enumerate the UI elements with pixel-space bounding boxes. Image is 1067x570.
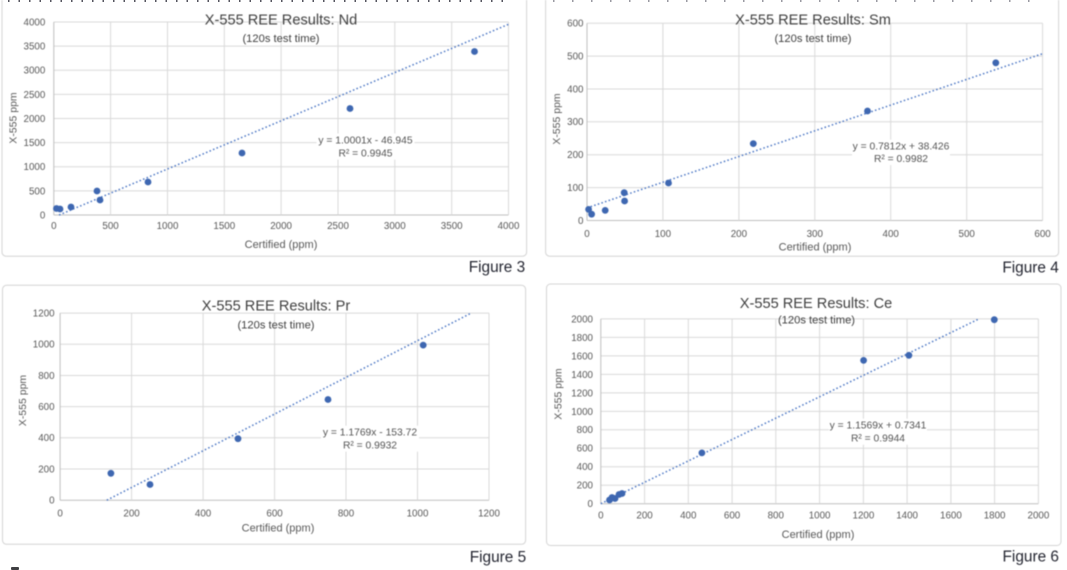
svg-text:500: 500: [102, 221, 119, 232]
svg-text:600: 600: [1034, 229, 1051, 240]
svg-text:800: 800: [338, 509, 355, 520]
svg-text:400: 400: [567, 84, 584, 95]
svg-text:y = 1.0001x - 46.945: y = 1.0001x - 46.945: [318, 135, 412, 146]
svg-text:500: 500: [959, 229, 976, 240]
svg-text:1000: 1000: [33, 340, 55, 351]
svg-text:2500: 2500: [327, 221, 349, 232]
svg-text:X-555 REE Results: Sm: X-555 REE Results: Sm: [735, 13, 891, 29]
svg-text:300: 300: [807, 229, 824, 240]
svg-text:0: 0: [57, 509, 63, 520]
svg-text:Figure 6: Figure 6: [1003, 549, 1059, 566]
svg-text:2500: 2500: [24, 90, 46, 101]
svg-text:X-555 ppm: X-555 ppm: [8, 92, 20, 144]
svg-text:2000: 2000: [571, 314, 593, 325]
svg-text:4000: 4000: [498, 221, 520, 232]
svg-text:600: 600: [38, 402, 55, 413]
svg-text:Certified (ppm): Certified (ppm): [242, 523, 315, 535]
svg-text:R² = 0.9945: R² = 0.9945: [338, 149, 392, 160]
svg-text:400: 400: [680, 511, 697, 522]
svg-text:y = 1.1569x + 0.7341: y = 1.1569x + 0.7341: [830, 421, 927, 432]
svg-text:3500: 3500: [24, 42, 46, 53]
svg-text:500: 500: [567, 52, 584, 63]
svg-text:Certified (ppm): Certified (ppm): [245, 239, 318, 251]
svg-text:X-555 REE Results: Nd: X-555 REE Results: Nd: [205, 13, 358, 29]
svg-text:600: 600: [567, 19, 584, 30]
svg-text:y = 0.7812x + 38.426: y = 0.7812x + 38.426: [853, 142, 950, 153]
svg-text:200: 200: [731, 229, 748, 240]
svg-text:200: 200: [123, 509, 140, 520]
svg-text:1000: 1000: [809, 511, 831, 522]
svg-text:1500: 1500: [213, 221, 235, 232]
svg-text:600: 600: [266, 509, 283, 520]
svg-text:X-555 REE Results: Ce: X-555 REE Results: Ce: [740, 296, 893, 312]
svg-text:X-555 ppm: X-555 ppm: [553, 368, 565, 420]
svg-text:(120s test time): (120s test time): [237, 320, 314, 332]
svg-text:3500: 3500: [441, 221, 463, 232]
svg-text:100: 100: [567, 183, 584, 194]
svg-text:R² = 0.9944: R² = 0.9944: [851, 434, 905, 445]
svg-text:0: 0: [40, 210, 46, 221]
svg-text:y = 1.1769x - 153.72: y = 1.1769x - 153.72: [323, 428, 417, 439]
svg-text:200: 200: [38, 464, 55, 475]
svg-text:500: 500: [29, 186, 46, 197]
svg-text:R² = 0.9932: R² = 0.9932: [343, 441, 397, 452]
svg-text:800: 800: [768, 511, 785, 522]
svg-text:1200: 1200: [478, 509, 500, 520]
svg-text:1400: 1400: [571, 370, 593, 381]
svg-text:2000: 2000: [24, 114, 46, 125]
svg-text:(120s test time): (120s test time): [242, 33, 319, 45]
svg-text:2000: 2000: [1028, 511, 1050, 522]
svg-text:0: 0: [578, 216, 584, 227]
svg-text:400: 400: [577, 462, 594, 473]
svg-text:1400: 1400: [896, 511, 918, 522]
svg-text:0: 0: [51, 221, 57, 232]
svg-text:0: 0: [588, 499, 594, 510]
svg-text:X-555 ppm: X-555 ppm: [17, 375, 29, 427]
svg-text:1600: 1600: [940, 511, 962, 522]
svg-text:0: 0: [584, 229, 590, 240]
svg-text:400: 400: [38, 433, 55, 444]
svg-text:1200: 1200: [571, 388, 593, 399]
svg-text:(120s test time): (120s test time): [774, 33, 851, 45]
svg-text:800: 800: [577, 425, 594, 436]
svg-text:1000: 1000: [571, 407, 593, 418]
svg-text:Figure 5: Figure 5: [470, 549, 526, 566]
svg-text:600: 600: [724, 511, 741, 522]
svg-text:1500: 1500: [24, 138, 46, 149]
svg-text:1600: 1600: [571, 351, 593, 362]
svg-text:1000: 1000: [24, 162, 46, 173]
svg-text:1200: 1200: [853, 511, 875, 522]
svg-text:200: 200: [636, 511, 653, 522]
svg-text:0: 0: [598, 511, 604, 522]
svg-text:4000: 4000: [24, 17, 46, 28]
svg-text:Figure 3: Figure 3: [469, 259, 525, 276]
svg-text:100: 100: [655, 229, 672, 240]
svg-text:Certified (ppm): Certified (ppm): [779, 242, 852, 254]
svg-text:2000: 2000: [270, 221, 292, 232]
svg-text:200: 200: [567, 150, 584, 161]
svg-text:300: 300: [567, 117, 584, 128]
svg-text:400: 400: [883, 229, 900, 240]
svg-text:800: 800: [38, 371, 55, 382]
svg-text:1200: 1200: [33, 309, 55, 320]
svg-text:X-555 REE Results: Pr: X-555 REE Results: Pr: [202, 299, 351, 315]
svg-text:400: 400: [195, 509, 212, 520]
svg-text:1800: 1800: [571, 333, 593, 344]
svg-text:200: 200: [577, 481, 594, 492]
svg-text:1000: 1000: [407, 509, 429, 520]
svg-text:Figure 4: Figure 4: [1002, 260, 1059, 277]
svg-text:(120s test time): (120s test time): [778, 315, 855, 327]
svg-text:R² = 0.9982: R² = 0.9982: [874, 154, 928, 165]
svg-text:1800: 1800: [984, 511, 1006, 522]
svg-text:600: 600: [577, 444, 594, 455]
svg-text:3000: 3000: [24, 66, 46, 77]
svg-text:3000: 3000: [384, 221, 406, 232]
svg-text:X-555 ppm: X-555 ppm: [551, 93, 563, 145]
svg-text:1000: 1000: [157, 221, 179, 232]
svg-text:0: 0: [49, 496, 55, 507]
svg-text:Certified (ppm): Certified (ppm): [782, 529, 855, 541]
